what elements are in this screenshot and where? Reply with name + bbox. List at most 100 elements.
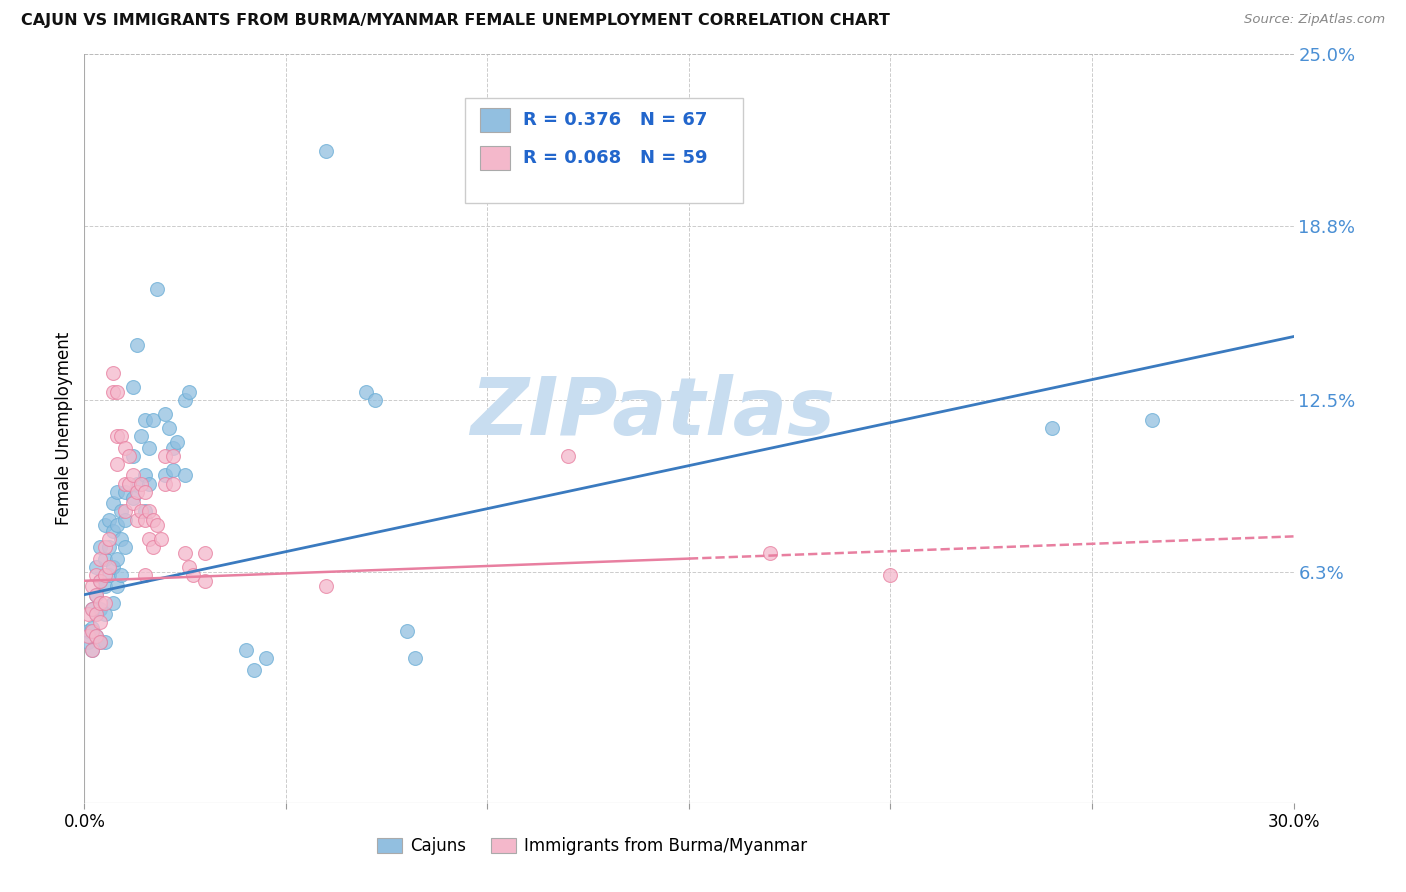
Point bbox=[101, 496, 124, 510]
Point bbox=[181, 568, 204, 582]
FancyBboxPatch shape bbox=[479, 108, 510, 132]
Point bbox=[86, 588, 108, 602]
Point bbox=[89, 635, 111, 649]
Point bbox=[758, 546, 780, 560]
Point bbox=[114, 504, 136, 518]
Point bbox=[395, 624, 418, 638]
Text: R = 0.376   N = 67: R = 0.376 N = 67 bbox=[523, 112, 707, 129]
Point bbox=[82, 621, 104, 635]
Point bbox=[97, 541, 120, 555]
Point bbox=[134, 513, 156, 527]
Point bbox=[194, 574, 217, 588]
Point bbox=[86, 629, 108, 643]
FancyBboxPatch shape bbox=[465, 98, 744, 203]
Point bbox=[129, 429, 152, 443]
Point bbox=[134, 413, 156, 427]
Point bbox=[105, 518, 128, 533]
Point bbox=[315, 579, 337, 593]
Point bbox=[89, 635, 111, 649]
Point bbox=[179, 385, 201, 400]
Point bbox=[105, 485, 128, 500]
Point bbox=[86, 568, 108, 582]
Point bbox=[121, 496, 143, 510]
Point bbox=[93, 579, 115, 593]
Point bbox=[138, 532, 160, 546]
Point bbox=[77, 624, 100, 638]
Point bbox=[97, 568, 120, 582]
Point bbox=[97, 560, 120, 574]
Point bbox=[89, 615, 111, 630]
Point bbox=[89, 574, 111, 588]
Point bbox=[89, 574, 111, 588]
Point bbox=[174, 468, 197, 483]
Point bbox=[82, 579, 104, 593]
Point bbox=[194, 546, 217, 560]
Y-axis label: Female Unemployment: Female Unemployment bbox=[55, 332, 73, 524]
Point bbox=[105, 579, 128, 593]
Point bbox=[97, 532, 120, 546]
Point bbox=[86, 629, 108, 643]
Point bbox=[121, 468, 143, 483]
Point bbox=[153, 476, 176, 491]
Point bbox=[101, 366, 124, 380]
Point bbox=[77, 635, 100, 649]
Point bbox=[89, 541, 111, 555]
Point bbox=[77, 629, 100, 643]
Point bbox=[86, 607, 108, 621]
Text: Source: ZipAtlas.com: Source: ZipAtlas.com bbox=[1244, 13, 1385, 27]
Point bbox=[105, 385, 128, 400]
Point bbox=[118, 449, 141, 463]
Point bbox=[82, 643, 104, 657]
Point bbox=[179, 560, 201, 574]
Point bbox=[114, 441, 136, 455]
Point bbox=[129, 504, 152, 518]
Point bbox=[242, 663, 264, 677]
Point bbox=[82, 643, 104, 657]
Point bbox=[97, 513, 120, 527]
Point bbox=[125, 338, 148, 352]
Point bbox=[101, 385, 124, 400]
Point bbox=[89, 551, 111, 566]
Point bbox=[125, 485, 148, 500]
Point bbox=[142, 413, 165, 427]
Point bbox=[82, 601, 104, 615]
Point bbox=[235, 643, 257, 657]
Point bbox=[121, 379, 143, 393]
Point bbox=[89, 596, 111, 610]
Point bbox=[110, 532, 132, 546]
Point bbox=[134, 468, 156, 483]
Point bbox=[174, 393, 197, 408]
Point bbox=[146, 518, 169, 533]
Point bbox=[125, 476, 148, 491]
Point bbox=[557, 449, 579, 463]
Point bbox=[86, 588, 108, 602]
Point bbox=[134, 485, 156, 500]
Point bbox=[254, 651, 277, 665]
Point bbox=[89, 601, 111, 615]
Point bbox=[404, 651, 426, 665]
Point bbox=[121, 491, 143, 505]
Point bbox=[93, 596, 115, 610]
Point bbox=[138, 504, 160, 518]
Point bbox=[93, 607, 115, 621]
Point bbox=[110, 429, 132, 443]
Point bbox=[1142, 413, 1164, 427]
Text: ZIPatlas: ZIPatlas bbox=[470, 374, 835, 452]
Point bbox=[86, 560, 108, 574]
Point bbox=[162, 463, 184, 477]
Point bbox=[101, 596, 124, 610]
Point bbox=[93, 551, 115, 566]
Point bbox=[138, 441, 160, 455]
Point bbox=[142, 541, 165, 555]
Point bbox=[315, 144, 337, 158]
Point bbox=[162, 441, 184, 455]
Point bbox=[153, 449, 176, 463]
Point bbox=[82, 601, 104, 615]
Point bbox=[105, 429, 128, 443]
Point bbox=[125, 513, 148, 527]
Point bbox=[93, 635, 115, 649]
Point bbox=[118, 476, 141, 491]
Point bbox=[879, 568, 901, 582]
Point bbox=[93, 541, 115, 555]
Point bbox=[162, 476, 184, 491]
